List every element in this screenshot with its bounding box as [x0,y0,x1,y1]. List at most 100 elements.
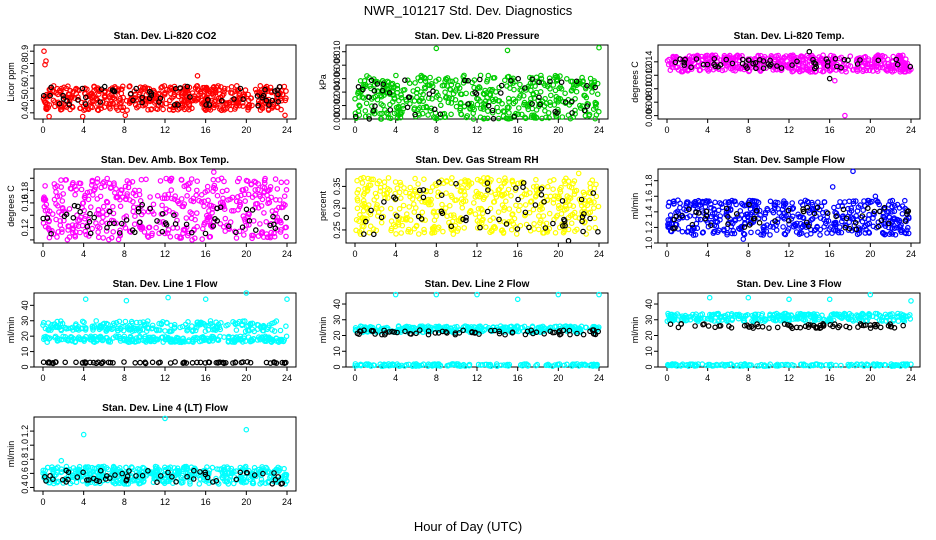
data-point [132,102,139,108]
data-point [559,198,566,204]
y-tick-label: 10 [332,346,342,356]
data-point [283,187,290,193]
data-point [505,186,512,193]
data-point [72,191,78,198]
y-axis-label: Licor ppm [6,62,16,102]
data-point [539,115,545,122]
data-points [40,48,289,120]
data-point [148,106,154,113]
x-tick-label: 4 [393,125,398,135]
data-point [514,296,521,303]
x-tick-label: 16 [201,249,211,259]
data-point [283,333,290,340]
data-point [117,100,123,107]
data-point [141,229,148,235]
x-tick-label: 0 [664,249,669,259]
data-point [184,83,191,90]
data-point [562,90,568,97]
data-point [130,208,137,215]
data-point [137,359,143,366]
y-tick-label: 0.30 [332,199,342,217]
data-point [219,188,226,195]
data-point [506,206,513,212]
data-point [43,106,50,113]
data-point [413,94,420,101]
data-point [132,213,138,220]
data-point [596,44,602,51]
data-point [439,201,445,208]
data-point [97,99,104,105]
data-point [58,177,64,183]
data-point [476,214,483,221]
x-tick-label: 8 [746,373,751,383]
data-point [595,203,602,210]
data-point [532,202,539,208]
data-point [242,198,249,204]
data-point [159,202,165,209]
data-point [575,170,582,177]
data-point [79,85,86,92]
data-point [367,223,374,230]
data-point [51,196,58,203]
data-point [283,88,289,94]
data-point [48,84,54,91]
data-point [194,223,201,230]
data-point [412,80,418,86]
x-tick-label: 20 [241,249,251,259]
data-point [387,101,393,108]
data-point [104,175,111,182]
data-point [187,94,193,100]
data-points [665,168,912,242]
data-point [157,178,164,184]
data-point [421,176,427,183]
y-tick-label: 0.6 [20,82,30,95]
data-point [461,225,468,231]
data-point [177,85,184,91]
data-point [47,92,53,99]
data-point [445,99,452,106]
data-point [761,215,768,222]
x-tick-label: 8 [746,125,751,135]
data-point [43,99,49,106]
data-point [370,231,377,238]
data-point [502,198,509,205]
data-point [133,85,140,92]
data-point [495,115,502,122]
data-point [829,184,836,190]
y-axis-label: ml/min [318,317,328,344]
data-point [504,74,511,80]
data-point [544,183,551,190]
y-tick-label: 0.000 [332,108,342,131]
data-point [66,206,73,212]
data-point [120,104,127,111]
data-point [584,100,591,107]
x-tick-label: 0 [40,125,45,135]
data-point [814,199,821,206]
data-point [178,196,185,202]
x-tick-label: 8 [434,373,439,383]
data-point [75,97,81,103]
data-point [592,101,599,108]
data-point [679,228,686,235]
data-point [385,114,392,121]
x-tick-label: 4 [81,373,86,383]
data-point [103,100,109,107]
data-point [212,97,219,103]
data-point [412,175,418,182]
x-tick-label: 20 [865,249,875,259]
data-point [281,83,288,90]
data-point [442,205,449,211]
x-tick-label: 12 [472,125,482,135]
data-point [96,86,102,93]
data-point [415,231,422,237]
data-point [755,229,761,236]
data-point [183,221,190,228]
data-point [850,168,856,175]
x-tick-label: 20 [241,373,251,383]
x-tick-label: 20 [553,373,563,383]
data-point [368,103,375,109]
data-point [132,359,139,366]
data-point [831,77,838,84]
